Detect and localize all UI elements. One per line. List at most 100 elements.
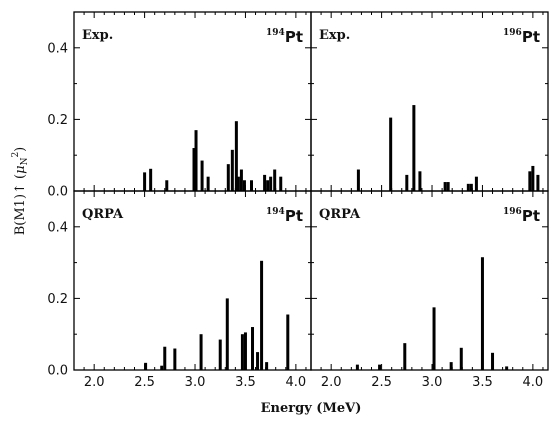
y-tick-label: 0.2 <box>47 292 68 307</box>
y-axis-title-sub: N <box>20 157 30 165</box>
bar <box>163 346 167 370</box>
bar <box>200 160 204 191</box>
bar <box>466 183 470 191</box>
y-tick-label: 0.0 <box>47 185 68 200</box>
bar <box>144 362 148 370</box>
x-tick-label: 4.0 <box>286 375 307 390</box>
bar <box>149 168 153 191</box>
bar <box>531 165 535 191</box>
bar <box>536 174 540 191</box>
y-axis-title: B(M1)↑ (μN2) <box>11 147 30 236</box>
bar <box>251 327 255 370</box>
panel-label: Exp. <box>319 28 350 43</box>
x-tick-label: 2.5 <box>134 375 155 390</box>
nucleus-label: 194Pt <box>266 28 303 46</box>
x-axis-title: Energy (MeV) <box>261 401 362 416</box>
y-tick-label: 0.2 <box>47 113 68 128</box>
bar <box>199 334 203 370</box>
bar <box>206 176 210 191</box>
bar <box>269 176 273 191</box>
bar <box>273 169 277 191</box>
y-axis-title-main: B(M1)↑ ( <box>13 174 28 235</box>
bar <box>250 180 253 191</box>
panel-label: QRPA <box>319 207 361 222</box>
bar <box>239 169 243 191</box>
bar <box>230 149 234 191</box>
bar <box>160 365 164 370</box>
y-axis-title-close: ) <box>13 147 28 152</box>
bar <box>405 174 409 191</box>
x-tick-label: 3.5 <box>472 375 493 390</box>
panel-3: 0.0 0.2 0.4 2.0 2.5 3.0 3.5 4.0 QRPA 194Pt <box>47 190 312 390</box>
x-tick-label: 4.0 <box>523 375 544 390</box>
bar <box>234 121 238 191</box>
bar <box>260 260 264 370</box>
bar <box>355 364 359 370</box>
nucleus-mass: 196 <box>503 28 522 38</box>
x-tick-label: 3.5 <box>235 375 256 390</box>
panel-frame <box>310 190 549 371</box>
bar <box>173 348 177 370</box>
bar <box>143 172 147 191</box>
bar <box>432 307 436 370</box>
bar <box>194 130 198 191</box>
nucleus-label: 196Pt <box>503 207 540 225</box>
panel-label: QRPA <box>82 207 124 222</box>
bar <box>256 352 260 370</box>
nucleus-symbol: Pt <box>522 28 540 46</box>
bar <box>480 257 484 370</box>
bar <box>469 183 473 191</box>
bar <box>165 180 169 191</box>
bar <box>242 180 246 191</box>
y-tick-label: 0.4 <box>47 41 68 56</box>
bar <box>443 182 447 191</box>
bar <box>528 171 532 191</box>
bar <box>491 352 495 370</box>
nucleus-symbol: Pt <box>522 207 540 225</box>
bar <box>263 174 267 191</box>
bar <box>286 314 290 370</box>
bar <box>236 176 240 191</box>
bar <box>418 171 422 191</box>
bar <box>378 364 382 370</box>
bar <box>459 347 463 370</box>
bar <box>474 176 478 191</box>
x-tick-label: 3.0 <box>185 375 206 390</box>
bar <box>226 164 230 191</box>
bar <box>240 334 244 370</box>
bar <box>389 117 393 191</box>
panel-1: 0.0 0.2 0.4 Exp. 194Pt <box>47 11 312 200</box>
bar <box>192 148 196 191</box>
panel-2: Exp. 196Pt <box>310 11 549 192</box>
nucleus-mass: 196 <box>503 207 522 217</box>
y-axis-title-mu: μ <box>13 165 28 173</box>
x-tick-label: 2.0 <box>321 375 342 390</box>
x-tick-label: 3.0 <box>422 375 443 390</box>
bar <box>403 343 407 370</box>
nucleus-label: 194Pt <box>266 207 303 225</box>
panel-label: Exp. <box>82 28 113 43</box>
nucleus-mass: 194 <box>266 207 285 217</box>
panel-4: 2.0 2.5 3.0 3.5 4.0 QRPA 196Pt <box>310 190 549 390</box>
bar <box>265 362 269 370</box>
x-tick-label: 2.0 <box>84 375 105 390</box>
nucleus-mass: 194 <box>266 28 285 38</box>
bar <box>243 332 247 370</box>
y-tick-label: 0.0 <box>47 364 68 379</box>
bar <box>449 362 453 370</box>
bar <box>505 366 509 370</box>
nucleus-symbol: Pt <box>285 207 303 225</box>
nucleus-symbol: Pt <box>285 28 303 46</box>
bar <box>225 298 229 370</box>
bar <box>279 176 283 191</box>
nucleus-label: 196Pt <box>503 28 540 46</box>
y-axis-title-sup: 2 <box>11 152 21 158</box>
bar <box>446 182 450 191</box>
bar <box>218 339 222 370</box>
x-tick-label: 2.5 <box>371 375 392 390</box>
bar <box>412 105 416 191</box>
bar <box>266 180 270 191</box>
bar <box>356 169 360 191</box>
